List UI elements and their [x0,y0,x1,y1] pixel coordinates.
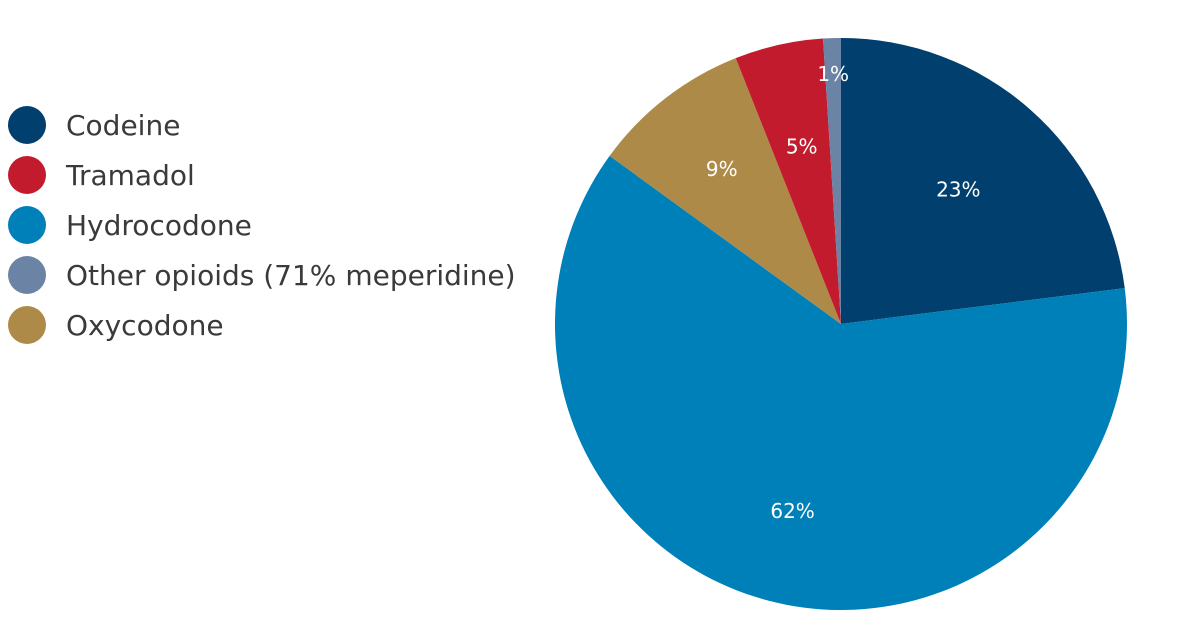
legend-item-tramadol: Tramadol [8,150,516,200]
pie-slice-codeine [841,38,1125,324]
legend-label: Codeine [66,108,181,142]
chart-legend: Codeine Tramadol Hydrocodone Other opioids … [8,100,516,350]
pie-slice-other-opioids [823,37,841,324]
slice-label-hydrocodone: 62% [770,499,814,523]
legend-swatch [8,106,46,144]
legend-label: Other opioids (71% meperidine) [66,258,516,292]
legend-item-codeine: Codeine [8,100,516,150]
legend-swatch [8,206,46,244]
legend-swatch [8,156,46,194]
legend-swatch [8,256,46,294]
pie-slice-tramadol [735,38,841,325]
pie-slice-hydrocodone [554,155,1127,611]
legend-item-oxycodone: Oxycodone [8,300,516,350]
legend-label: Hydrocodone [66,208,252,242]
legend-label: Oxycodone [66,308,224,342]
slice-label-other-opioids: 1% [817,62,849,86]
legend-swatch [8,306,46,344]
pie-slice-oxycodone [609,58,841,324]
legend-item-hydrocodone: Hydrocodone [8,200,516,250]
legend-label: Tramadol [66,158,195,192]
slice-label-codeine: 23% [936,178,980,202]
slice-label-tramadol: 5% [786,135,818,159]
slice-label-oxycodone: 9% [706,157,738,181]
legend-item-other-opioids: Other opioids (71% meperidine) [8,250,516,300]
